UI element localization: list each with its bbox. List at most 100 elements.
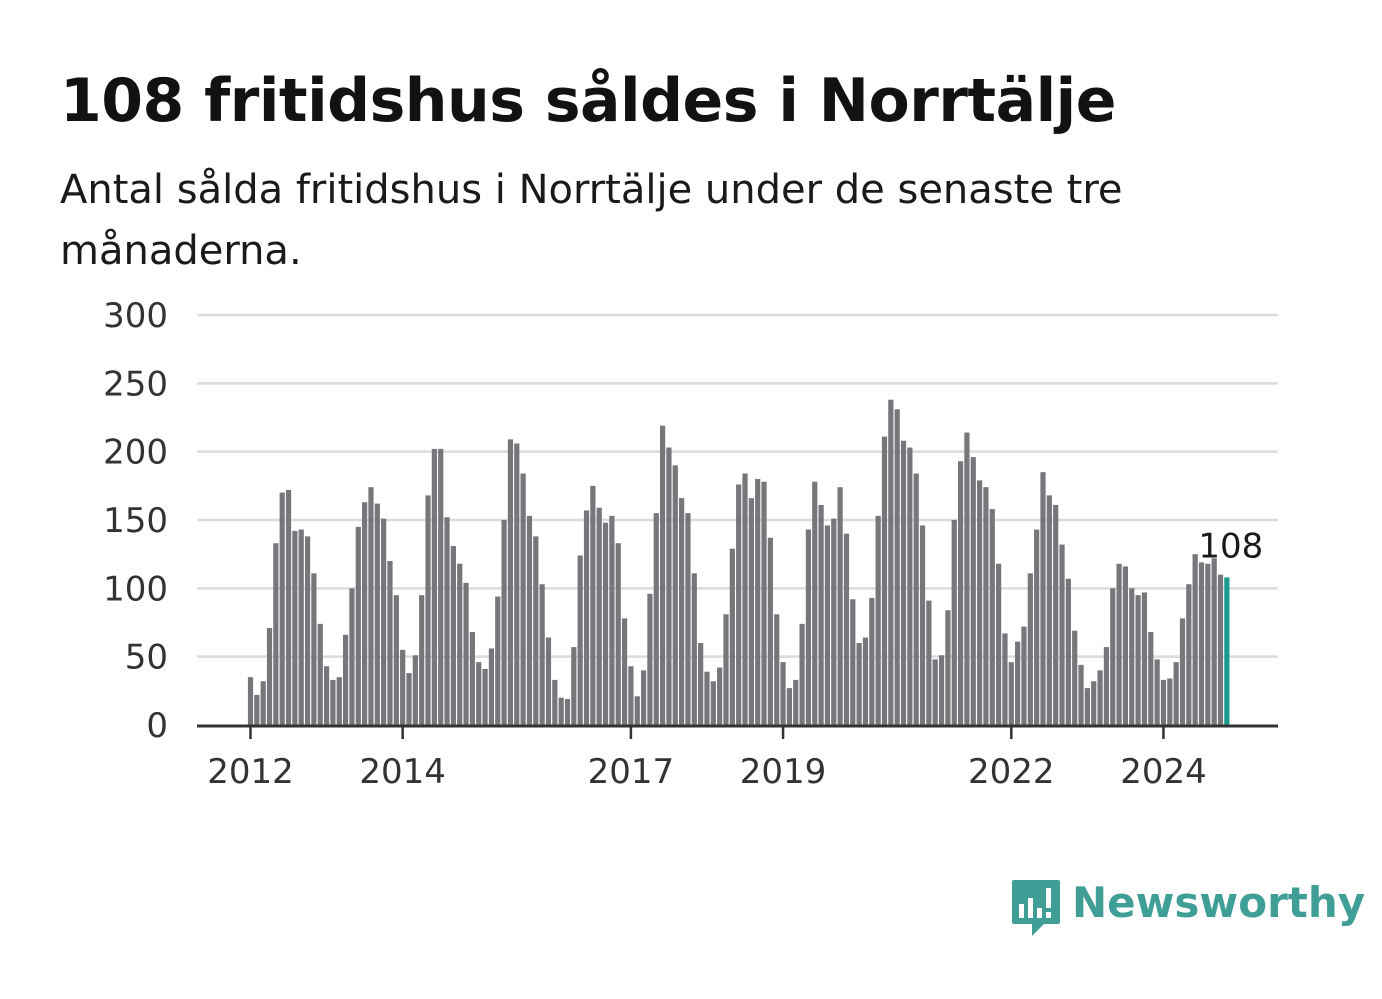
bar [710,681,716,725]
bar [660,425,666,725]
bar [520,473,526,725]
bar [552,679,558,725]
y-tick-label: 200 [103,433,168,473]
bar [558,697,564,725]
y-tick-label: 50 [125,638,168,678]
chart-title: 108 fritidshus såldes i Norrtälje [60,66,1116,136]
bar [571,647,577,725]
bar [989,509,995,725]
bar [1046,495,1052,725]
brand-logo: Newsworthy [1010,878,1365,940]
bar [824,525,831,725]
bar [666,447,672,725]
bar [1129,588,1135,725]
y-tick-label: 0 [146,706,168,746]
chart-subtitle: Antal sålda fritidshus i Norrtälje under… [60,167,1123,274]
y-tick-label: 250 [103,364,168,404]
bar [1059,544,1065,725]
bar [457,563,463,725]
bar [1186,584,1192,725]
bar [1135,595,1141,725]
bar [507,439,514,725]
bar [1034,529,1040,725]
bar-chart: 0 50 100 150 200 250 300 2012 2014 2017 2019 2022 20… [103,296,1278,792]
bar [881,436,888,725]
bar [926,600,932,725]
bar [647,593,653,725]
bar [285,489,292,725]
bar [311,573,317,725]
bar [463,582,469,725]
bar [1072,630,1078,725]
bar [1192,554,1198,725]
bar [685,513,691,725]
bar [774,614,780,725]
bar [742,473,748,725]
bar [1097,670,1103,725]
bar [381,518,387,725]
bar [850,599,856,725]
bar [583,510,590,725]
bar [355,526,361,725]
bar [628,666,634,725]
bar [964,432,970,725]
bar [837,487,843,725]
bar [977,480,983,725]
bar [1160,679,1167,725]
bar [818,504,824,725]
bar [1173,662,1179,725]
y-tick-label: 300 [103,296,168,336]
bar [698,643,704,725]
bar [1008,662,1014,725]
bar [888,399,894,725]
bar [602,522,609,725]
bar [932,659,938,725]
bar [679,498,685,725]
newsworthy-logo-icon [1012,880,1060,936]
bar [729,548,735,725]
bar [526,515,533,725]
bar [913,473,919,725]
bar [1217,574,1224,725]
bar [723,614,729,725]
y-tick-label: 150 [103,501,168,541]
bar [634,696,640,725]
bar [260,681,266,725]
bar [374,503,380,725]
bar [431,448,437,725]
bar [1122,566,1129,725]
bar [1021,626,1027,725]
bar [273,543,279,725]
bar [336,677,342,725]
x-tick-label: 2022 [968,752,1055,792]
bar [482,668,488,725]
bar [254,694,260,725]
bar [387,561,393,725]
bar [323,666,330,725]
latest-value-label: 108 [1198,526,1263,566]
bar [247,677,254,725]
bar [945,610,951,725]
bar [1040,472,1046,725]
bar [1078,664,1084,725]
bar [1091,681,1097,725]
bar [304,536,311,725]
bar [812,481,818,725]
bar [362,502,368,725]
bar [1053,504,1059,725]
bar [761,481,767,725]
bar [533,536,539,725]
bar [1167,678,1173,725]
bar [1015,641,1021,725]
bar [736,484,742,725]
bar [1084,688,1090,725]
y-tick-label: 100 [103,569,168,609]
bar [983,487,989,725]
bar [767,537,773,725]
bar [609,515,615,725]
bar [862,637,869,725]
bar [425,495,431,725]
bar [412,655,418,725]
bar [476,662,482,725]
bar [615,543,621,725]
